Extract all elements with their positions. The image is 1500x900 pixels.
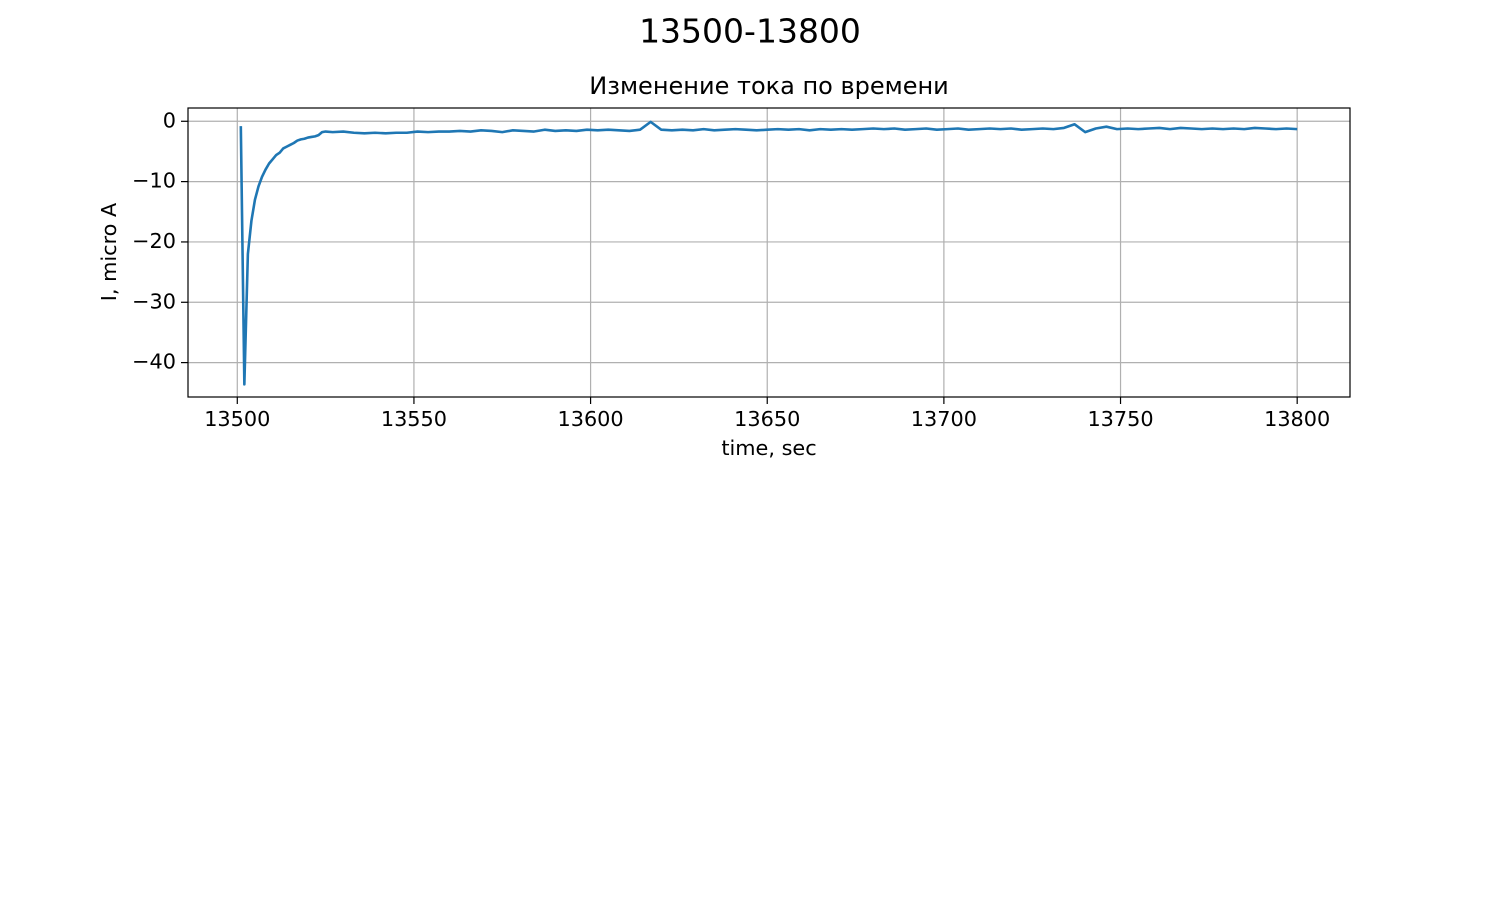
y-tick-label: 0 — [163, 108, 176, 132]
y-axis-label: I, micro A — [97, 202, 121, 301]
x-tick-label: 13550 — [381, 407, 447, 431]
chart-title: Изменение тока по времени — [589, 72, 949, 100]
x-tick-label: 13650 — [734, 407, 800, 431]
y-tick-label: −20 — [132, 229, 176, 253]
chart-suptitle: 13500-13800 — [639, 12, 861, 51]
x-tick-label: 13750 — [1087, 407, 1153, 431]
y-tick-label: −10 — [132, 169, 176, 193]
x-tick-label: 13600 — [557, 407, 623, 431]
y-tick-label: −40 — [132, 350, 176, 374]
x-tick-label: 13500 — [204, 407, 270, 431]
line-series — [239, 120, 1298, 386]
plot-frame — [187, 107, 1351, 398]
x-axis-label: time, sec — [721, 436, 816, 460]
x-tick-label: 13800 — [1264, 407, 1330, 431]
x-tick-label: 13700 — [911, 407, 977, 431]
y-tick-label: −30 — [132, 289, 176, 313]
